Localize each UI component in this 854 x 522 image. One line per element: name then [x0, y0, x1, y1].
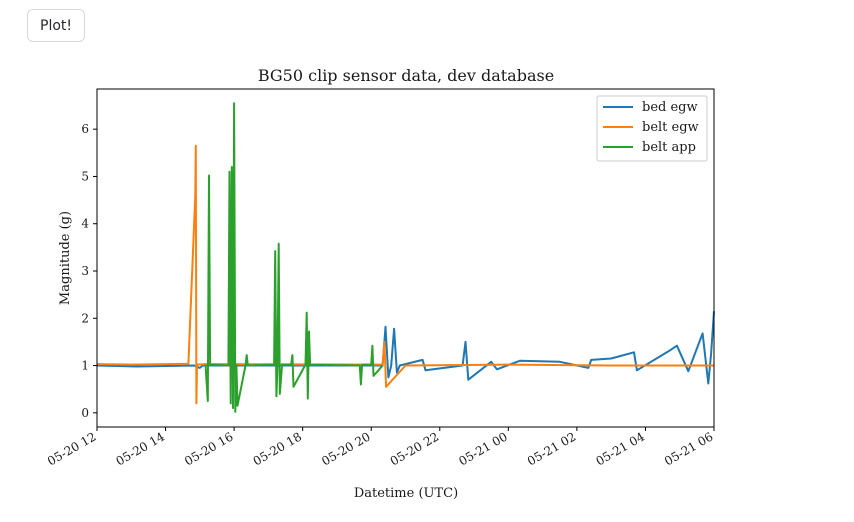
- plot-frame: [96, 88, 715, 428]
- y-tick-label: 3: [81, 264, 89, 278]
- x-axis-label: Datetime (UTC): [354, 486, 458, 501]
- plot-button[interactable]: Plot!: [27, 9, 85, 42]
- series-line-3: [204, 102, 384, 413]
- y-axis-label: Magnitude (g): [58, 211, 73, 305]
- x-tick-label: 05-20 16: [182, 429, 235, 468]
- y-tick-label: 4: [81, 217, 89, 231]
- legend-label: belt egw: [642, 120, 699, 135]
- y-tick-label: 1: [81, 359, 89, 373]
- x-tick-label: 05-21 04: [593, 429, 647, 468]
- x-tick-label: 05-20 14: [114, 429, 168, 468]
- y-tick-label: 6: [81, 122, 89, 136]
- series-layer: [96, 102, 715, 413]
- chart-title: BG50 clip sensor data, dev database: [258, 66, 554, 85]
- series-line-2: [96, 144, 714, 405]
- legend-box: [596, 95, 708, 162]
- legend: bed egw belt egw belt app: [596, 95, 708, 162]
- x-tick-label: 05-21 02: [525, 429, 578, 468]
- y-tick-label: 0: [81, 406, 89, 420]
- legend-label: belt app: [642, 140, 696, 155]
- x-tick-label: 05-20 12: [45, 429, 98, 468]
- x-tick-label: 05-20 22: [388, 429, 441, 468]
- x-tick-label: 05-20 20: [319, 429, 372, 468]
- x-axis: 05-20 12 05-20 14 05-20 16 05-20 18 05-20 20…: [45, 427, 716, 468]
- legend-label: bed egw: [642, 100, 698, 115]
- y-tick-label: 2: [81, 311, 89, 325]
- y-axis: 0 1 2 3 4 5 6: [81, 122, 97, 420]
- y-tick-label: 5: [81, 169, 89, 183]
- x-tick-label: 05-21 06: [662, 429, 715, 468]
- x-tick-label: 05-20 18: [251, 429, 304, 468]
- x-tick-label: 05-21 00: [456, 429, 509, 468]
